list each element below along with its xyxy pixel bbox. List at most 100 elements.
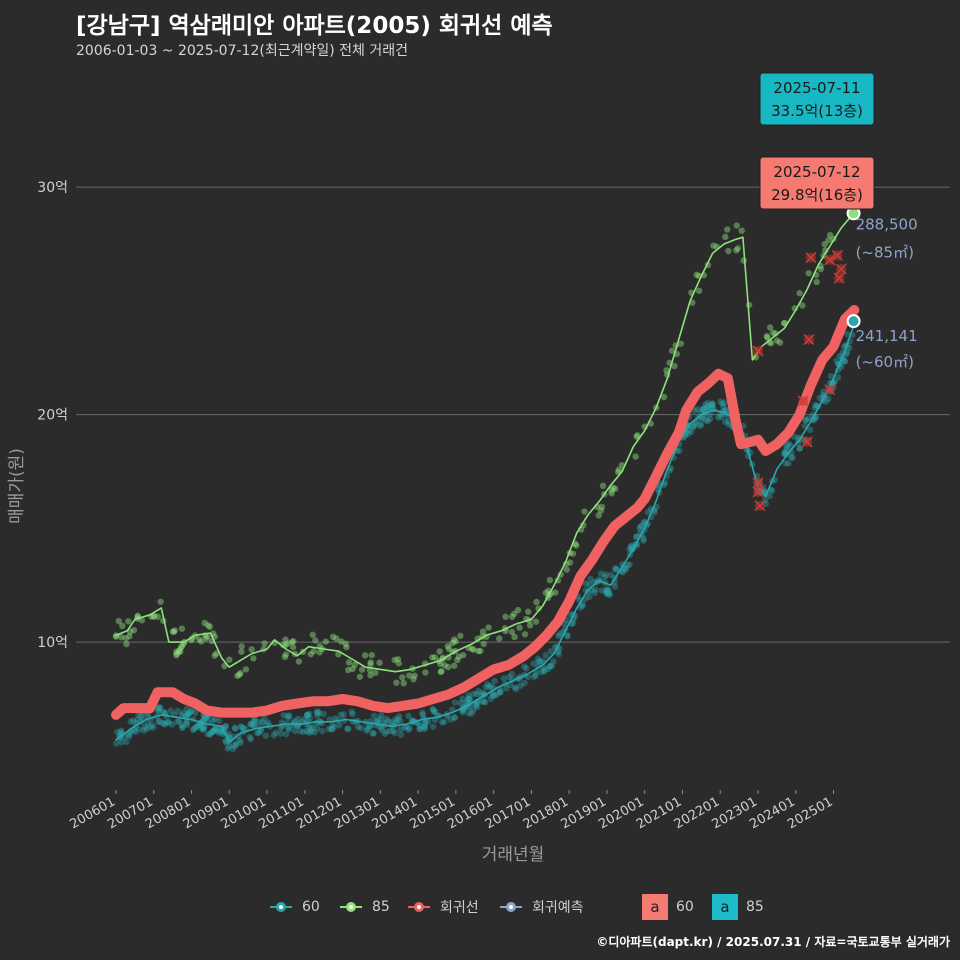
point-85 [436,660,444,668]
legend-item-forecast[interactable]: 회귀예측 [498,894,584,920]
point-60 [250,722,257,730]
point-60 [382,715,390,722]
point-85 [150,612,158,620]
legend-box-item-85[interactable]: a 85 [712,894,764,920]
point-85 [393,679,400,686]
point-60 [169,721,176,728]
point-85 [612,485,619,492]
point-85 [449,639,456,647]
point-85 [796,290,803,297]
point-60 [805,415,812,422]
point-85 [361,652,369,659]
chart-subtitle: 2006-01-03 ~ 2025-07-12(최근계약일) 전체 거래건 [76,43,408,59]
point-60 [667,465,675,472]
point-85 [429,654,436,661]
point-60 [834,374,842,381]
point-85 [177,648,184,656]
point-60 [209,727,217,735]
point-85 [597,507,605,514]
point-85 [444,663,452,671]
point-60 [619,569,627,576]
point-60 [405,712,412,720]
point-60 [827,372,835,380]
legend-box-item-60[interactable]: a 60 [642,894,694,920]
point-85 [195,636,203,643]
point-60 [633,533,640,540]
point-85 [123,640,130,648]
point-60 [291,717,298,725]
point-60 [113,740,120,747]
point-60 [300,728,307,736]
point-60 [603,590,610,597]
point-60 [179,724,186,732]
point-85 [710,242,717,249]
point-60 [301,716,308,723]
point-60 [311,728,318,736]
point-60 [135,726,143,733]
point-85 [115,617,122,625]
point-60 [725,418,732,426]
point-60 [768,487,776,494]
legend-item-regression[interactable]: 회귀선 [406,894,479,920]
point-60 [370,730,377,737]
point-60 [489,692,496,700]
point-85 [511,610,518,617]
point-60 [420,723,428,731]
point-60 [143,725,150,732]
point-60 [825,395,832,403]
point-60 [174,718,181,725]
point-85 [450,636,458,643]
point-60 [540,668,548,675]
point-60 [503,685,510,692]
point-60 [490,691,497,698]
point-60 [264,719,272,726]
point-85 [441,662,448,669]
y-tick-label-1: 20억 [37,408,68,424]
point-85 [452,638,459,645]
point-60 [465,695,472,702]
point-85 [454,656,461,664]
point-60 [357,724,364,732]
legend-label-forecast: 회귀예측 [532,900,584,916]
point-60 [187,708,194,715]
point-60 [597,570,605,577]
cancelled-x-mark [801,436,813,448]
point-85 [695,287,703,295]
point-60 [387,727,394,735]
point-60 [725,421,732,428]
point-85 [738,227,745,234]
point-85 [581,508,588,515]
point-60 [337,711,344,719]
point-60 [796,445,804,452]
point-60 [709,401,716,409]
point-60 [127,718,134,725]
point-60 [470,690,477,698]
point-85 [508,628,516,636]
point-60 [604,585,611,593]
point-85 [524,608,532,615]
point-60 [141,723,148,730]
point-60 [417,725,424,732]
point-85 [632,453,639,460]
point-85 [763,333,771,340]
legend-item-60[interactable]: 60 [268,894,320,920]
legend-item-85[interactable]: 85 [338,894,390,920]
point-60 [184,710,192,718]
legend-box-label-60: 60 [676,899,694,915]
point-60 [430,706,437,713]
point-85 [119,622,126,630]
point-60 [318,720,325,727]
annotation-price-s85: 29.8억(16층) [771,186,863,204]
point-85 [170,628,178,635]
point-85 [438,668,445,675]
point-60 [422,719,429,727]
point-60 [465,710,473,717]
point-60 [788,454,795,461]
point-60 [183,719,190,726]
point-85 [595,512,602,519]
legend-key-85-icon [340,902,362,912]
point-60 [215,717,223,724]
point-60 [272,729,280,736]
point-85 [205,622,212,629]
point-85 [615,466,622,474]
